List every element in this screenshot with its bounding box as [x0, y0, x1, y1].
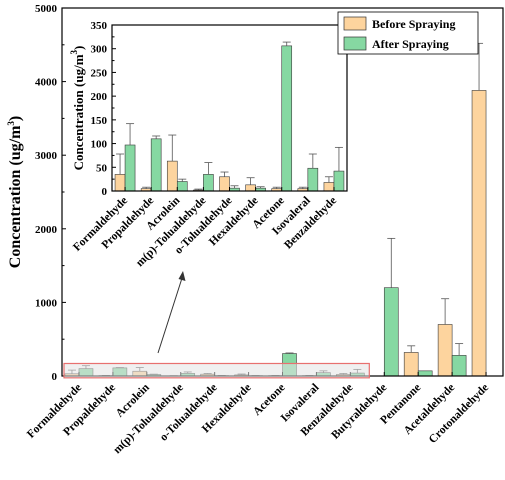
- bar-after-3: [203, 174, 214, 192]
- y-tick-label: 250: [91, 67, 108, 79]
- y-tick-label: 0: [52, 371, 58, 383]
- zoom-arrow-head: [178, 271, 186, 281]
- bar-after-9: [383, 287, 399, 377]
- legend-swatch-before: [343, 16, 367, 31]
- bar-after-0: [124, 144, 136, 192]
- bar-before-5: [245, 184, 256, 192]
- bar-after-11: [451, 355, 467, 377]
- y-tick-label: 5000: [35, 3, 58, 15]
- bar-before-2: [166, 160, 178, 192]
- y-axis-label-sup: 3: [6, 121, 16, 126]
- plot-area: [112, 25, 347, 191]
- legend: Before Spraying After Spraying: [337, 11, 479, 55]
- y-axis-label: Concentration (ug/m3): [69, 46, 86, 171]
- y-tick-label: 2000: [35, 224, 58, 236]
- bar-after-8: [333, 170, 345, 192]
- legend-swatch-after: [343, 36, 367, 51]
- bar-before-8: [323, 182, 335, 192]
- zoom-arrow-line: [157, 274, 184, 354]
- y-axis-label-close: ): [7, 116, 24, 121]
- legend-label-before: Before Spraying: [372, 17, 455, 31]
- bar-after-7: [307, 167, 319, 192]
- y-tick-label: 300: [91, 44, 108, 56]
- y-tick-label: 100: [91, 139, 108, 151]
- y-tick-label: 50: [96, 162, 108, 174]
- bar-before-10: [403, 352, 419, 377]
- inset-plot: 050100150200250300350FormaldehydePropald…: [69, 20, 348, 269]
- y-axis-label: Concentration (ug/m3): [6, 116, 24, 268]
- y-axis-label-main: Concentration (ug/m: [71, 54, 86, 170]
- y-tick-label: 350: [91, 20, 108, 32]
- y-axis-label-sup: 3: [69, 49, 79, 54]
- y-tick-label: 1000: [35, 297, 58, 309]
- zoom-highlight-box: [63, 362, 370, 379]
- y-axis-label-main: Concentration (ug/m: [7, 125, 24, 268]
- bar-after-2: [176, 181, 188, 192]
- bar-before-12: [471, 90, 487, 377]
- x-tick-label: Crotonaldehyde: [427, 382, 491, 446]
- bar-after-1: [150, 138, 162, 192]
- bar-after-6: [281, 45, 293, 192]
- bar-before-0: [114, 174, 126, 192]
- y-tick-label: 0: [102, 186, 108, 198]
- y-tick-label: 4000: [35, 77, 58, 89]
- y-tick-label: 150: [91, 115, 108, 127]
- bar-before-4: [219, 176, 230, 192]
- y-tick-label: 3000: [35, 150, 58, 162]
- y-tick-label: 200: [91, 91, 108, 103]
- legend-label-after: After Spraying: [372, 37, 449, 51]
- bar-after-10: [417, 370, 433, 377]
- y-axis-label-close: ): [71, 46, 86, 50]
- bar-before-11: [437, 324, 453, 377]
